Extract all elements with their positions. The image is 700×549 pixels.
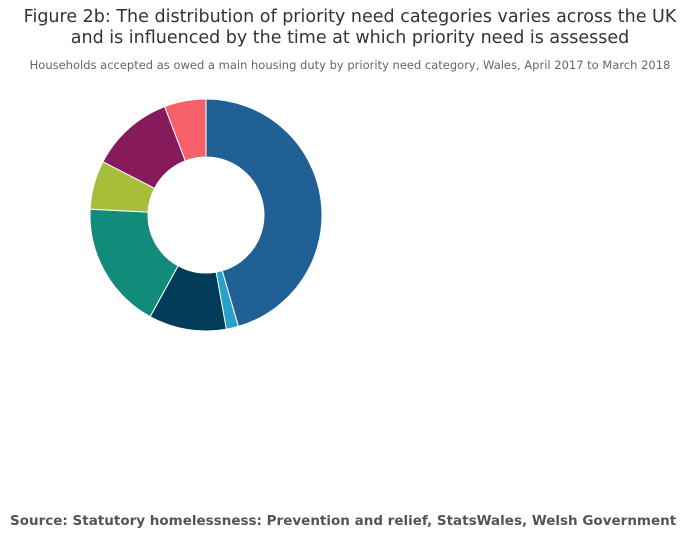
chart-title-line-2: and is influenced by the time at which p… — [70, 28, 630, 48]
source-note: Source: Statutory homelessness: Preventi… — [10, 513, 677, 529]
chart-title-line-1: Figure 2b: The distribution of priority … — [23, 7, 677, 27]
chart-title: Figure 2b: The distribution of priority … — [0, 7, 700, 49]
chart-subtitle: Households accepted as owed a main housi… — [29, 58, 671, 72]
donut-slice-1[interactable] — [205, 98, 323, 328]
donut-slice-7[interactable] — [164, 98, 207, 162]
